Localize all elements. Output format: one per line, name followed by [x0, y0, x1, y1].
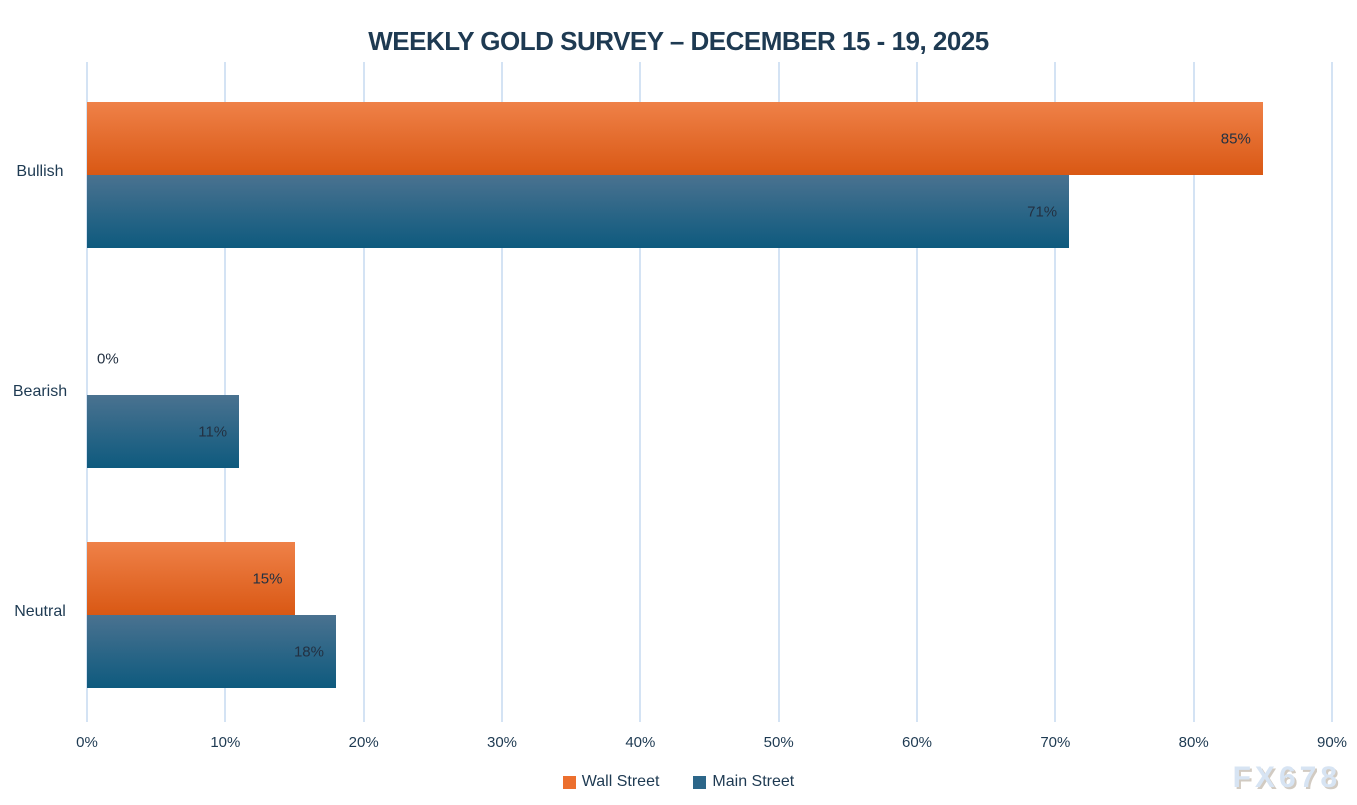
bar-row-wall-street-neutral: 15%: [87, 542, 1332, 615]
legend-item-main-street: Main Street: [693, 773, 794, 791]
legend-swatch-wall-street: [562, 775, 576, 789]
gridline-20-: [362, 62, 365, 722]
bar-wall-street-neutral: 15%: [87, 542, 295, 615]
bar-value-label-wall-street-bullish: 85%: [1220, 130, 1251, 147]
gridline-80-: [1192, 62, 1195, 722]
x-tick-label-40-: 40%: [625, 734, 656, 751]
bar-row-wall-street-bullish: 85%: [87, 102, 1332, 175]
gridline-10-: [224, 62, 227, 722]
bar-value-label-main-street-bullish: 71%: [1027, 203, 1058, 220]
legend-swatch-main-street: [693, 775, 707, 789]
bar-row-main-street-neutral: 18%: [87, 615, 1332, 688]
x-tick-label-90-: 90%: [1316, 734, 1348, 751]
x-axis: 0% 10% 20% 30% 40% 50% 60% 70% 80% 90%: [76, 722, 1347, 756]
gridline-40-: [639, 62, 642, 722]
bar-row-main-street-bearish: 11%: [87, 395, 1332, 468]
gridline-30-: [501, 62, 503, 722]
gridline-0-: [86, 62, 88, 722]
bar-row-main-street-bullish: 71%: [87, 175, 1332, 248]
category-axis: Bullish Bearish Neutral: [0, 62, 80, 722]
category-label-bullish: Bullish: [16, 163, 64, 180]
bar-main-street-bullish: 71%: [87, 175, 1070, 248]
gridline-60-: [916, 62, 918, 722]
x-tick-label-70-: 70%: [1040, 734, 1071, 751]
x-tick-label-60-: 60%: [901, 734, 933, 751]
x-tick-label-50-: 50%: [763, 734, 794, 751]
chart-title: WEEKLY GOLD SURVEY – DECEMBER 15 - 19, 2…: [368, 26, 989, 56]
gridline-50-: [777, 62, 780, 722]
legend-label-wall-street: Wall Street: [581, 773, 660, 790]
bar-value-label-wall-street-bearish: 0%: [97, 350, 119, 367]
legend: Wall Street Main Street: [0, 773, 1357, 791]
bar-main-street-bearish: 11%: [87, 395, 240, 468]
plot-area: 85% 71% 0% 11% 15% 18%: [86, 62, 1333, 722]
category-label-neutral: Neutral: [14, 603, 66, 620]
x-tick-label-30-: 30%: [486, 734, 518, 751]
x-tick-label-80-: 80%: [1178, 734, 1209, 751]
bar-row-wall-street-bearish: 0%: [87, 322, 1332, 395]
x-tick-label-20-: 20%: [348, 734, 379, 751]
bar-main-street-neutral: 18%: [87, 615, 336, 688]
watermark: FX678: [1232, 761, 1341, 794]
gridline-70-: [1054, 62, 1057, 722]
legend-label-main-street: Main Street: [712, 773, 795, 790]
gridline-90-: [1331, 62, 1333, 722]
x-tick-label-0-: 0%: [76, 734, 98, 751]
bar-wall-street-bullish: 85%: [87, 102, 1263, 175]
legend-item-wall-street: Wall Street: [562, 773, 660, 791]
bar-value-label-wall-street-neutral: 15%: [252, 570, 283, 587]
bar-value-label-main-street-neutral: 18%: [293, 643, 324, 660]
x-tick-label-10-: 10%: [210, 734, 241, 751]
bar-value-label-main-street-bearish: 11%: [198, 423, 228, 440]
category-label-bearish: Bearish: [12, 383, 68, 400]
